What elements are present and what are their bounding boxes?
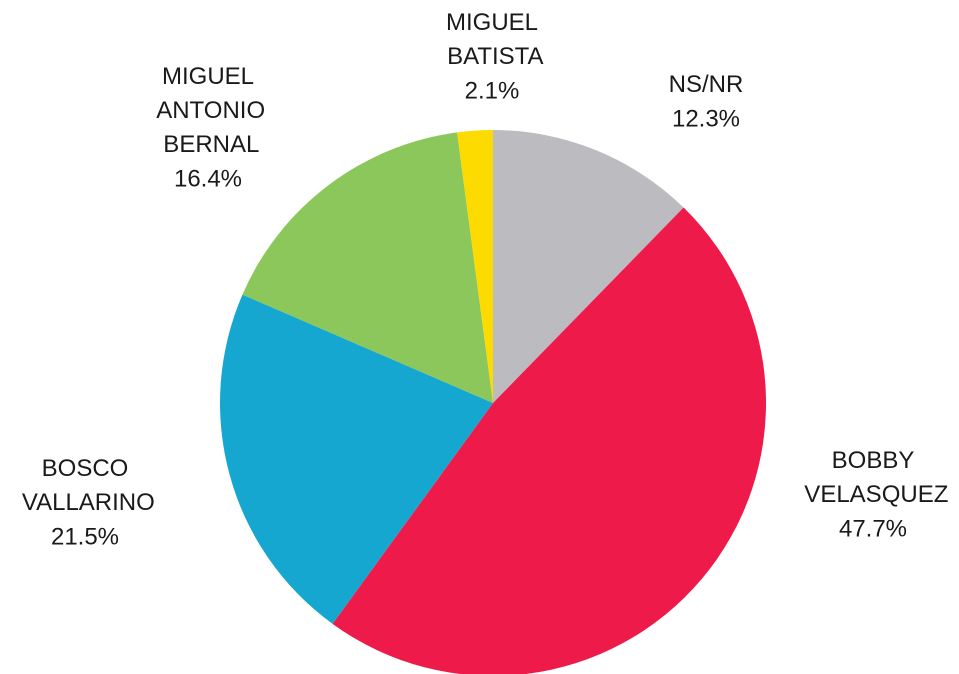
pie-slice bbox=[220, 294, 493, 624]
slice-label: MIGUEL BATISTA bbox=[440, 9, 543, 70]
slice-value-label: 12.3% bbox=[672, 105, 740, 132]
pie-slice bbox=[493, 130, 684, 403]
pie-slice bbox=[332, 207, 767, 674]
slice-value-label: 2.1% bbox=[465, 77, 520, 104]
slice-value-label: 21.5% bbox=[51, 523, 119, 550]
slice-value-label: 47.7% bbox=[839, 515, 907, 542]
slice-label: BOBBY VELASQUEZ bbox=[798, 447, 949, 508]
slice-label: NS/NR bbox=[669, 71, 744, 98]
slice-label: BOSCO VALLARINO bbox=[15, 455, 155, 516]
slice-value-label: 16.4% bbox=[174, 165, 242, 192]
slice-label: MIGUEL ANTONIO BERNAL bbox=[151, 63, 265, 158]
pie-slice bbox=[242, 132, 493, 403]
pie-slice bbox=[457, 130, 493, 403]
